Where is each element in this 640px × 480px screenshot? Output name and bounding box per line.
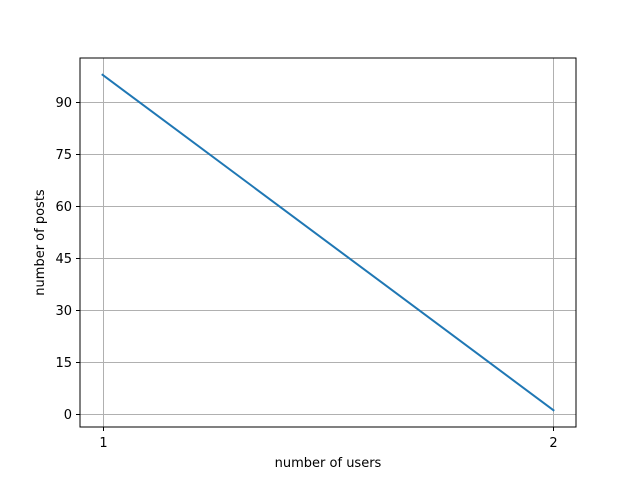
series-layer (101, 73, 555, 412)
series-line (101, 73, 555, 412)
y-tick-label: 60 (55, 200, 72, 215)
y-axis-label: number of posts (33, 189, 48, 296)
y-tick-label: 45 (55, 252, 72, 267)
x-tick-label: 2 (549, 436, 557, 451)
y-tick-label: 75 (55, 148, 72, 163)
y-tick-label: 15 (55, 356, 72, 371)
y-axis-ticks: 0 15 30 45 60 75 90 (55, 96, 80, 423)
x-tick-label: 1 (99, 436, 107, 451)
y-tick-label: 0 (64, 408, 72, 423)
y-tick-label: 30 (55, 304, 72, 319)
plot-area-frame (79, 57, 577, 428)
grid-lines (80, 58, 576, 427)
y-tick-label: 90 (55, 96, 72, 111)
x-axis-label: number of users (275, 456, 382, 471)
